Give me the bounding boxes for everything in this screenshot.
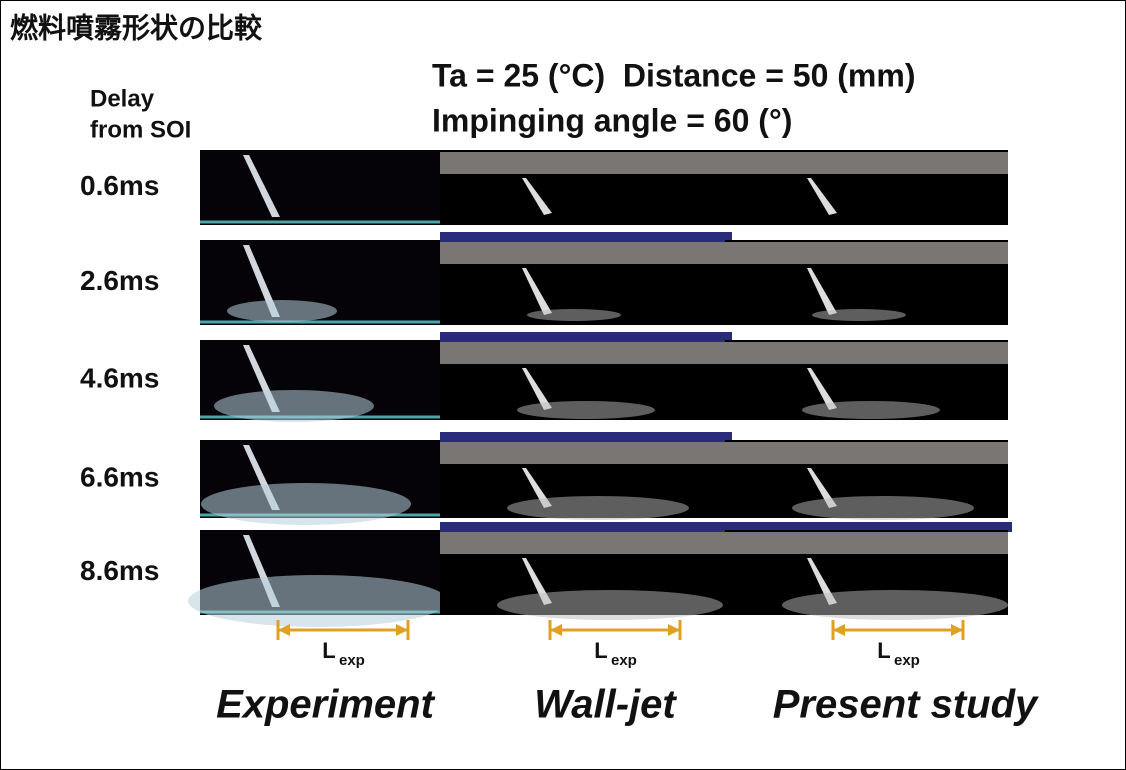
gray-bar <box>725 342 1008 364</box>
blue-bar <box>440 522 1012 532</box>
sim-cloud <box>782 590 1008 620</box>
gray-bar <box>725 242 1008 264</box>
length-subscript: exp <box>894 652 920 669</box>
spray-cloud <box>227 300 337 322</box>
photo <box>200 150 440 225</box>
sim-cloud <box>802 401 940 419</box>
gray-bar <box>440 152 725 174</box>
gray-bar <box>440 242 725 264</box>
spray <box>243 155 280 217</box>
blue-bar <box>440 432 732 442</box>
row-label: 2.6ms <box>80 265 159 296</box>
gray-bar <box>725 442 1008 464</box>
length-subscript: exp <box>339 652 365 669</box>
arrow-head <box>550 624 562 636</box>
spray-cloud <box>188 575 448 627</box>
condition: Impinging angle = 60 (°) <box>432 102 792 138</box>
length-label: L <box>322 638 335 663</box>
arrow-head <box>833 624 845 636</box>
delay-label: from SOI <box>90 116 191 143</box>
sim-spray <box>807 178 837 215</box>
spray-cloud <box>201 483 411 525</box>
sim-spray <box>807 368 837 410</box>
arrow-head <box>668 624 680 636</box>
gray-bar <box>440 532 725 554</box>
blue-bar <box>440 332 732 342</box>
image-panels <box>188 150 1012 627</box>
sim-spray <box>522 178 552 215</box>
arrow-head <box>396 624 408 636</box>
gray-bar <box>725 532 1008 554</box>
arrow-head <box>951 624 963 636</box>
delay-label: Delay <box>90 85 155 112</box>
gray-bar <box>725 152 1008 174</box>
sim-cloud <box>507 496 689 520</box>
length-subscript: exp <box>611 652 637 669</box>
length-label: L <box>594 638 607 663</box>
spray <box>243 245 280 317</box>
sim-spray <box>522 268 552 315</box>
column-label: Present study <box>773 683 1039 727</box>
gray-bar <box>440 442 725 464</box>
sim-spray <box>522 468 552 508</box>
sim-cloud <box>497 590 723 620</box>
length-label: L <box>877 638 890 663</box>
condition: Ta = 25 (°C) Distance = 50 (mm) <box>432 57 915 93</box>
sim-spray <box>522 368 552 410</box>
sim-spray <box>807 468 837 508</box>
column-label: Wall-jet <box>534 683 677 727</box>
column-label: Experiment <box>216 683 436 727</box>
blue-bar <box>440 232 732 242</box>
arrow-head <box>278 624 290 636</box>
sim-cloud <box>517 401 655 419</box>
gray-bar <box>440 342 725 364</box>
row-label: 0.6ms <box>80 170 159 201</box>
spray-cloud <box>214 390 374 422</box>
sim-cloud <box>527 309 621 321</box>
row-label: 4.6ms <box>80 362 159 393</box>
row-label: 8.6ms <box>80 555 159 586</box>
sim-spray <box>807 268 837 315</box>
row-label: 6.6ms <box>80 461 159 492</box>
sim-cloud <box>812 309 906 321</box>
sim-cloud <box>792 496 974 520</box>
title: 燃料噴霧形状の比較 <box>10 11 263 43</box>
